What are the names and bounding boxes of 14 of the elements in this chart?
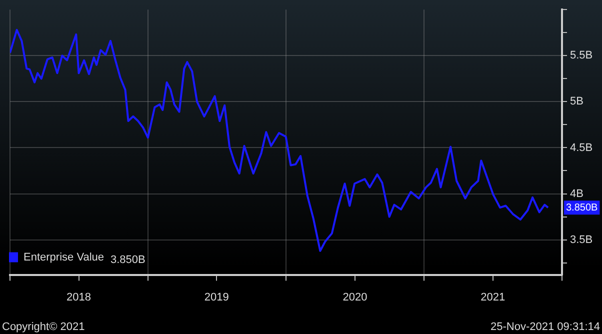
y-tick-label: 4.5B: [570, 142, 593, 154]
text: 3.850B: [110, 254, 146, 266]
data-label: 3.850B: [566, 202, 598, 214]
y-tick-label: 5.5B: [570, 50, 593, 62]
x-tick-label: 2020: [342, 291, 368, 304]
x-tick-label: 2021: [480, 291, 506, 304]
y-tick-label: 4B: [570, 188, 584, 200]
y-tick-label: 5B: [570, 96, 584, 108]
legend-label: Enterprise Value: [24, 251, 104, 264]
text: Copyright© 2021: [2, 321, 85, 333]
y-tick-label: 3.5B: [570, 234, 593, 246]
text: 25-Nov-2021 09:31:14: [490, 321, 600, 333]
x-tick-label: 2019: [204, 291, 229, 304]
x-tick-label: 2018: [66, 291, 92, 304]
